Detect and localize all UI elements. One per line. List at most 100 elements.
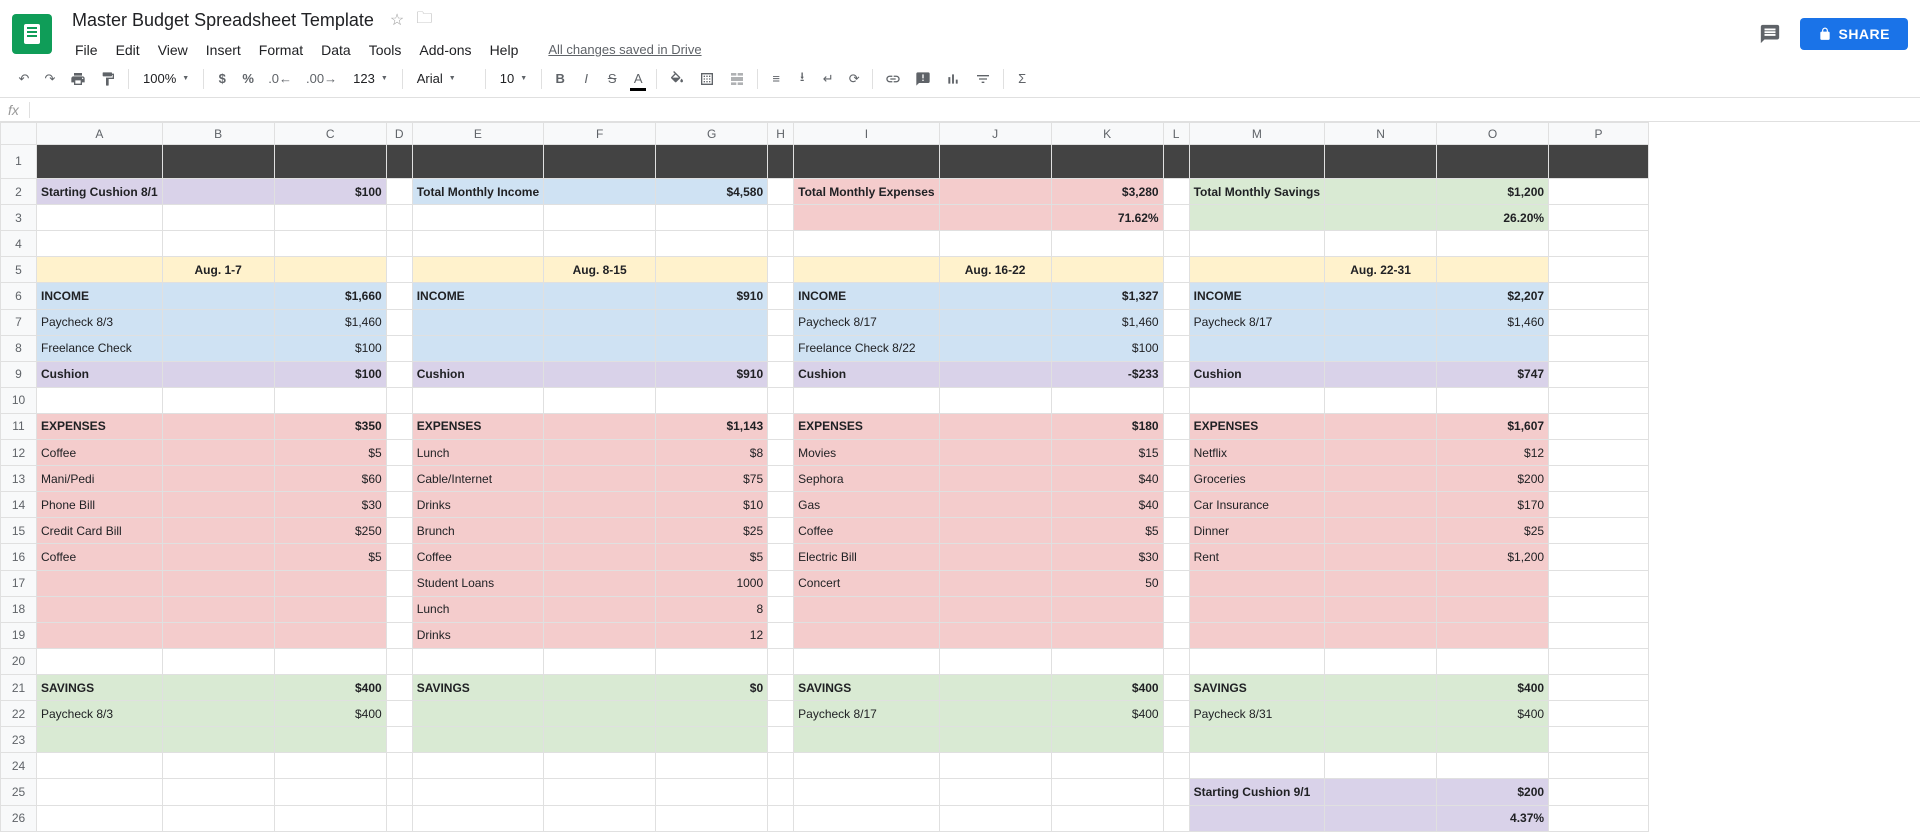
cell[interactable] — [386, 145, 412, 179]
cell[interactable] — [1549, 361, 1649, 387]
cell[interactable] — [386, 466, 412, 492]
cell[interactable]: Sephora — [794, 466, 939, 492]
cell[interactable] — [1189, 387, 1324, 413]
cell[interactable]: Aug. 16-22 — [939, 257, 1051, 283]
column-header[interactable]: I — [794, 123, 939, 145]
cell[interactable]: Starting Cushion 9/1 — [1189, 779, 1324, 805]
cell[interactable] — [1437, 387, 1549, 413]
cell[interactable] — [386, 701, 412, 727]
cell[interactable] — [162, 387, 274, 413]
cell[interactable] — [544, 231, 656, 257]
percent-icon[interactable]: % — [236, 66, 260, 92]
cell[interactable] — [1163, 648, 1189, 674]
cell[interactable]: $910 — [656, 283, 768, 309]
cell[interactable] — [412, 387, 543, 413]
row-header[interactable]: 24 — [1, 753, 37, 779]
cell[interactable]: EXPENSES — [1189, 413, 1324, 439]
cell[interactable] — [386, 622, 412, 648]
cell[interactable] — [794, 387, 939, 413]
cell[interactable]: Coffee — [794, 518, 939, 544]
cell[interactable]: SAVINGS — [1189, 675, 1324, 701]
cell[interactable] — [1437, 596, 1549, 622]
cell[interactable] — [1051, 231, 1163, 257]
cell[interactable]: Starting Cushion 8/1 — [37, 178, 163, 204]
cell[interactable] — [412, 779, 543, 805]
cell[interactable] — [37, 779, 163, 805]
cell[interactable]: $100 — [274, 361, 386, 387]
cell[interactable]: Paycheck 8/3 — [37, 309, 163, 335]
cell[interactable] — [544, 701, 656, 727]
folder-icon[interactable]: 🗀 — [416, 7, 432, 34]
cell[interactable]: 71.62% — [1051, 205, 1163, 231]
cell[interactable] — [1549, 335, 1649, 361]
row-header[interactable]: 6 — [1, 283, 37, 309]
cell[interactable]: INCOME — [794, 283, 939, 309]
cell[interactable] — [1437, 727, 1549, 753]
cell[interactable] — [412, 648, 543, 674]
cell[interactable] — [768, 622, 794, 648]
row-header[interactable]: 14 — [1, 492, 37, 518]
h-align-icon[interactable]: ≡ — [764, 66, 788, 92]
cell[interactable]: 8 — [656, 596, 768, 622]
cell[interactable] — [162, 622, 274, 648]
cell[interactable] — [1189, 727, 1324, 753]
cell[interactable] — [274, 753, 386, 779]
cell[interactable] — [1189, 648, 1324, 674]
cell[interactable] — [1549, 518, 1649, 544]
column-header[interactable]: B — [162, 123, 274, 145]
cell[interactable] — [412, 145, 543, 179]
cell[interactable] — [1051, 257, 1163, 283]
cell[interactable] — [1325, 648, 1437, 674]
cell[interactable] — [1325, 145, 1437, 179]
cell[interactable] — [1163, 544, 1189, 570]
row-header[interactable]: 1 — [1, 145, 37, 179]
cell[interactable] — [162, 466, 274, 492]
cell[interactable] — [544, 648, 656, 674]
cell[interactable] — [544, 544, 656, 570]
cell[interactable] — [768, 231, 794, 257]
cell[interactable]: SAVINGS — [794, 675, 939, 701]
cell[interactable]: 50 — [1051, 570, 1163, 596]
cell[interactable] — [412, 205, 543, 231]
cell[interactable] — [1325, 727, 1437, 753]
cell[interactable] — [162, 779, 274, 805]
text-wrap-icon[interactable]: ↵ — [816, 66, 840, 92]
cell[interactable]: Cushion — [794, 361, 939, 387]
cell[interactable] — [939, 779, 1051, 805]
cell[interactable]: Phone Bill — [37, 492, 163, 518]
cell[interactable] — [386, 231, 412, 257]
cell[interactable] — [1189, 570, 1324, 596]
font-family-select[interactable]: Arial — [409, 67, 479, 90]
column-header[interactable]: J — [939, 123, 1051, 145]
cell[interactable] — [1163, 178, 1189, 204]
cell[interactable] — [768, 309, 794, 335]
cell[interactable]: Drinks — [412, 622, 543, 648]
cell[interactable] — [1549, 387, 1649, 413]
row-header[interactable]: 4 — [1, 231, 37, 257]
cell[interactable] — [768, 178, 794, 204]
cell[interactable] — [1325, 596, 1437, 622]
cell[interactable]: 1000 — [656, 570, 768, 596]
cell[interactable] — [1325, 675, 1437, 701]
cell[interactable]: $12 — [1437, 440, 1549, 466]
cell[interactable] — [1163, 361, 1189, 387]
cell[interactable]: Paycheck 8/17 — [794, 701, 939, 727]
cell[interactable] — [544, 622, 656, 648]
column-header[interactable]: C — [274, 123, 386, 145]
cell[interactable]: $1,143 — [656, 413, 768, 439]
cell[interactable]: Coffee — [412, 544, 543, 570]
cell[interactable]: $1,460 — [1437, 309, 1549, 335]
cell[interactable]: $100 — [1051, 335, 1163, 361]
cell[interactable]: Coffee — [37, 544, 163, 570]
cell[interactable] — [274, 257, 386, 283]
cell[interactable] — [386, 544, 412, 570]
cell[interactable] — [1437, 335, 1549, 361]
cell[interactable] — [544, 178, 656, 204]
cell[interactable] — [656, 805, 768, 831]
cell[interactable] — [939, 727, 1051, 753]
cell[interactable] — [939, 648, 1051, 674]
cell[interactable] — [939, 622, 1051, 648]
cell[interactable] — [656, 257, 768, 283]
cell[interactable]: Cable/Internet — [412, 466, 543, 492]
cell[interactable] — [656, 779, 768, 805]
